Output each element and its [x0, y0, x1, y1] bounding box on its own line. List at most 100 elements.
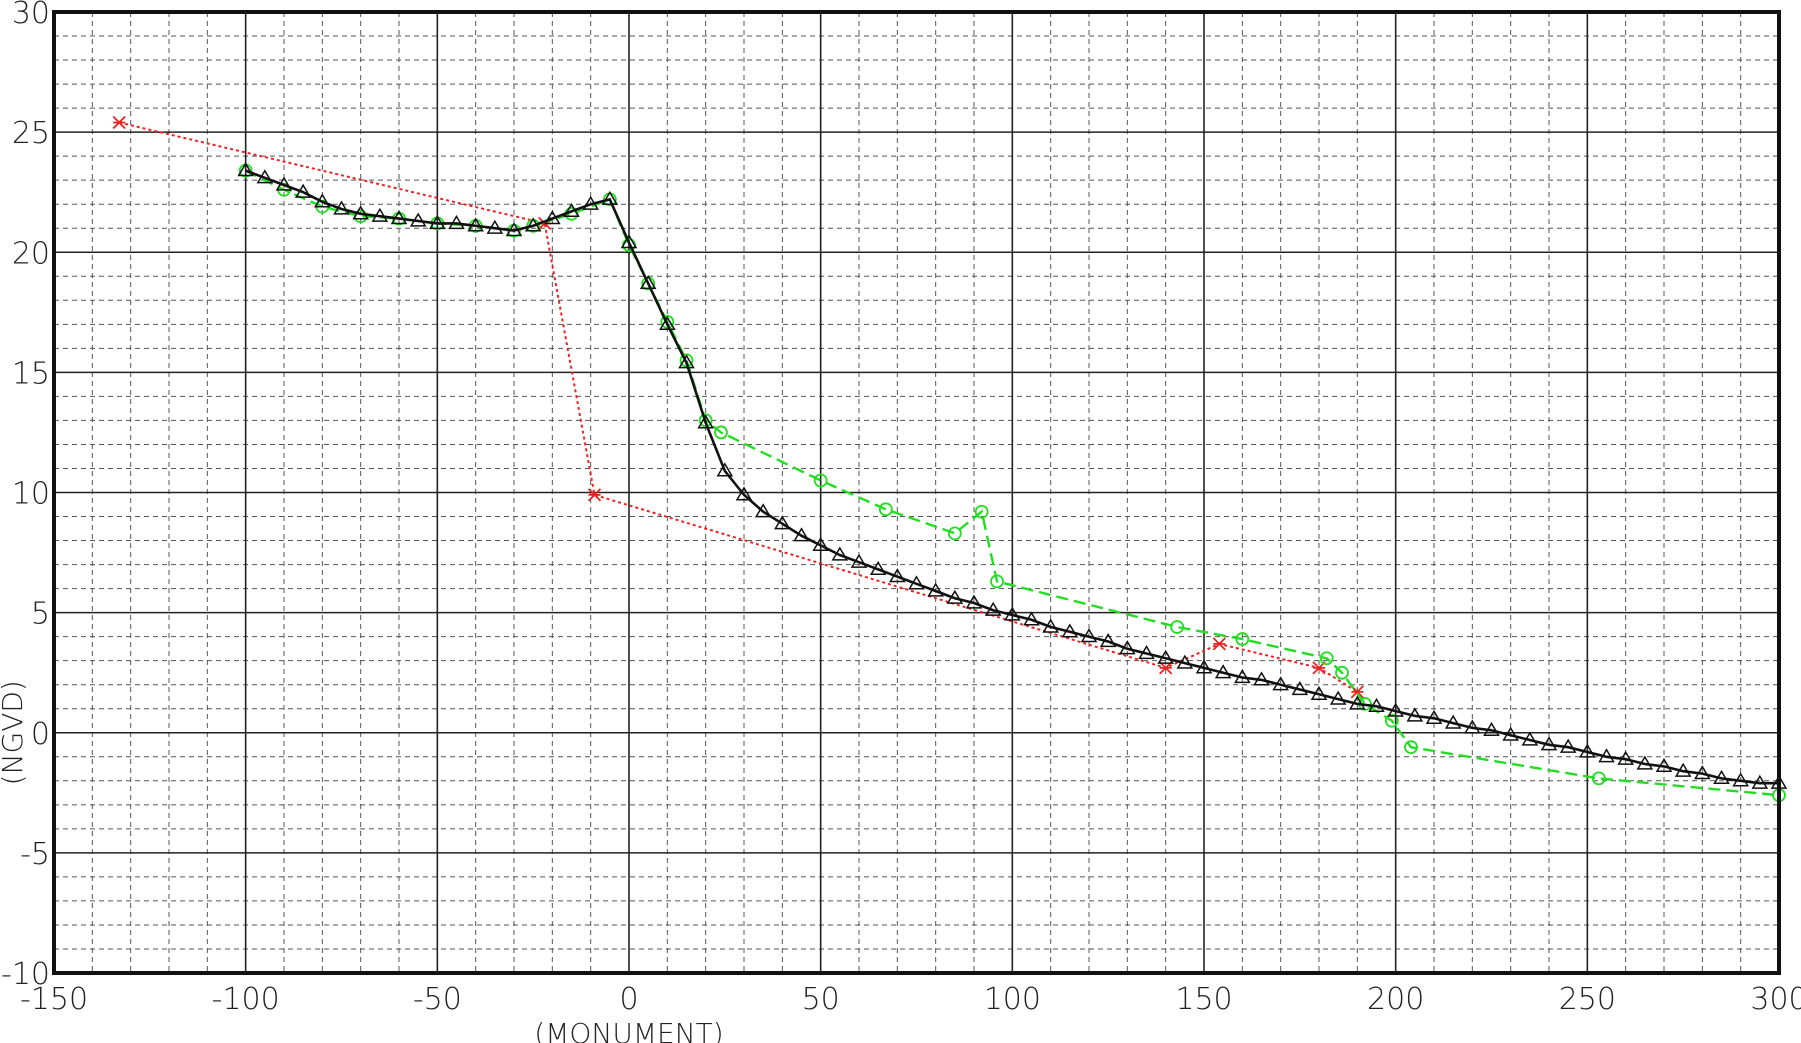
y-axis-title: (NGVD) [0, 680, 29, 785]
data-point-triangle [774, 515, 791, 530]
x-tick-label: -50 [413, 982, 462, 1017]
data-point-triangle [1061, 623, 1079, 638]
data-point-triangle [659, 315, 676, 330]
series-2 [237, 162, 1788, 789]
data-point-circle [947, 526, 962, 541]
data-point-triangle [563, 202, 580, 218]
data-point-triangle [314, 193, 331, 208]
data-point-triangle [812, 536, 829, 552]
y-tick-label: 5 [31, 597, 50, 632]
series-line [245, 169, 1779, 785]
x-tick-label: 100 [984, 982, 1041, 1017]
data-point-circle [1335, 665, 1349, 680]
y-tick-labels: -10 -5 0 5 10 15 20 25 30 [1, 0, 50, 992]
data-point-triangle [601, 190, 619, 206]
x-tick-label: -100 [212, 982, 280, 1017]
y-tick-label: 15 [12, 356, 50, 391]
data-point-triangle [1310, 685, 1328, 700]
data-point-triangle [1464, 719, 1481, 734]
data-point-triangle [1483, 721, 1500, 736]
data-point-triangle [1119, 640, 1136, 655]
data-point-triangle [524, 217, 542, 232]
data-point-triangle [850, 553, 868, 568]
data-point-triangle [1406, 707, 1424, 722]
data-point-circle [1319, 651, 1334, 666]
y-tick-label: 10 [12, 477, 50, 512]
y-tick-label: 30 [12, 0, 50, 31]
data-point-triangle [275, 176, 293, 191]
data-point-triangle [639, 275, 657, 290]
data-point-triangle [1023, 611, 1040, 626]
data-point-circle [1591, 771, 1606, 786]
data-point-triangle [352, 205, 369, 220]
data-point-triangle [544, 210, 561, 225]
x-tick-labels: -150 -100 -50 0 50 100 150 200 250 300 [20, 982, 1801, 1017]
x-tick-label: 50 [802, 982, 840, 1017]
data-point-triangle [1559, 738, 1577, 753]
data-point-triangle [1368, 697, 1385, 712]
data-point-triangle [390, 210, 408, 225]
data-point-triangle [984, 601, 1002, 616]
data-point-triangle [1502, 726, 1519, 741]
data-point-triangle [793, 527, 810, 542]
data-point-triangle [1080, 628, 1098, 643]
data-point-triangle [869, 560, 887, 576]
data-point-triangle [1598, 748, 1615, 763]
data-point-triangle [1329, 690, 1347, 705]
data-point-triangle [1349, 695, 1366, 710]
y-tick-label: 0 [31, 717, 50, 752]
data-point-triangle [927, 582, 944, 597]
series-line [118, 121, 1358, 693]
data-point-triangle [620, 234, 638, 249]
x-tick-label: 300 [1750, 982, 1801, 1017]
data-point-triangle [333, 200, 350, 215]
data-point-triangle [965, 594, 983, 609]
data-point-triangle [371, 207, 389, 222]
data-point-triangle [1655, 757, 1673, 773]
data-point-triangle [1713, 769, 1730, 785]
data-point-triangle [1291, 681, 1309, 696]
data-point-triangle [256, 169, 274, 184]
data-point-triangle [1099, 632, 1117, 648]
series-layer [112, 115, 1788, 803]
data-point-triangle [1617, 750, 1634, 765]
data-point-triangle [889, 568, 906, 583]
data-point-triangle [1004, 606, 1021, 621]
data-point-triangle [735, 486, 753, 501]
data-point-triangle [294, 183, 312, 198]
data-point-triangle [1214, 664, 1232, 679]
data-point-triangle [1521, 731, 1539, 746]
data-point-circle [974, 504, 989, 519]
data-point-triangle [1176, 654, 1194, 669]
y-tick-label: -5 [20, 837, 50, 872]
data-point-triangle [697, 414, 714, 429]
data-point-triangle [409, 212, 427, 227]
data-point-triangle [1157, 649, 1174, 664]
data-point-triangle [467, 217, 484, 232]
data-point-triangle [1387, 702, 1404, 717]
x-tick-label: 0 [619, 982, 638, 1017]
data-point-triangle [429, 214, 446, 230]
data-point-triangle [1540, 736, 1558, 751]
data-point-triangle [1579, 743, 1596, 758]
plot-frame [52, 10, 1781, 975]
x-tick-label: 250 [1559, 982, 1616, 1017]
data-point-triangle [678, 354, 695, 369]
data-point-circle [1235, 632, 1250, 646]
data-point-circle [990, 574, 1004, 589]
data-point-triangle [716, 462, 734, 477]
y-tick-label: 25 [12, 116, 50, 151]
data-point-triangle [908, 575, 925, 590]
data-point-triangle [448, 214, 465, 230]
series-0 [112, 115, 1364, 699]
data-point-circle [1384, 713, 1399, 728]
data-point-asterisk [112, 115, 126, 130]
x-tick-label: -150 [20, 982, 88, 1017]
data-point-triangle [1234, 669, 1251, 684]
x-axis-title: (MONUMENT) [534, 1017, 723, 1043]
data-point-circle [1170, 620, 1185, 634]
data-point-triangle [1195, 659, 1213, 674]
y-tick-label: 20 [12, 236, 50, 271]
data-point-triangle [1272, 676, 1289, 691]
data-point-triangle [1042, 618, 1059, 633]
